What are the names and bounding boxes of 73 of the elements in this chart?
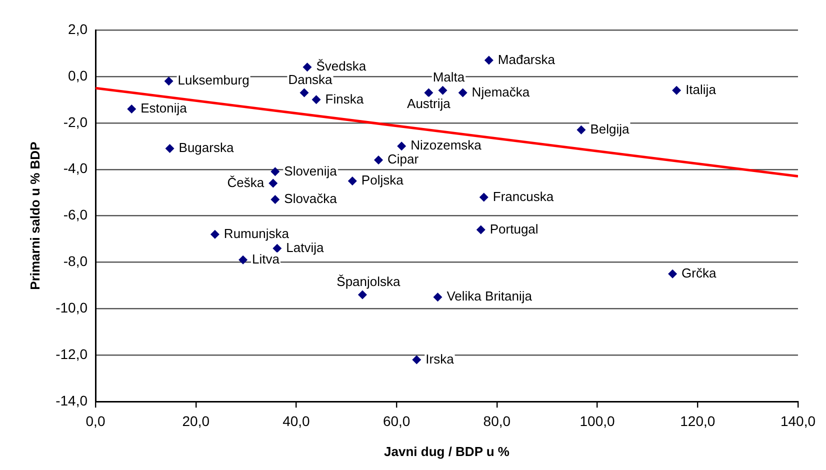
annotation: Litva — [252, 252, 280, 267]
annotation: Velika Britanija — [446, 288, 533, 304]
annotation: Portugal — [490, 221, 538, 236]
annotation: Cipar — [388, 152, 420, 167]
annotation: Bugarska — [178, 140, 234, 156]
point — [479, 192, 488, 202]
annotation: Rumunjska — [224, 226, 290, 241]
y-axis-title: Primarni saldo u % BDP — [27, 141, 42, 290]
point — [424, 88, 434, 98]
point — [165, 144, 174, 153]
x-tick-label: 100,0 — [580, 412, 616, 429]
point — [438, 86, 448, 95]
annotation: Luksemburg — [178, 72, 250, 88]
x-tick-label: 80,0 — [483, 412, 511, 429]
annotation: Slovačka — [284, 191, 338, 206]
annotation: Finska — [325, 91, 364, 106]
point — [210, 230, 220, 239]
point — [576, 125, 586, 134]
point — [268, 178, 278, 188]
annotation: Njemačka — [472, 84, 530, 100]
point — [348, 176, 357, 186]
y-tick-label: -14,0 — [56, 392, 88, 408]
annotation: Belgija — [590, 121, 630, 136]
annotation: Italija — [686, 82, 717, 97]
annotation: Grčka — [682, 265, 717, 280]
point — [668, 269, 678, 278]
point — [672, 86, 682, 95]
point — [374, 156, 384, 165]
annotation: Irska — [426, 351, 455, 366]
x-tick-label: 40,0 — [282, 412, 310, 429]
y-tick-label: 2,0 — [68, 20, 88, 37]
x-tick-label: 140,0 — [780, 412, 816, 429]
point — [127, 104, 136, 114]
y-tick-label: -2,0 — [63, 114, 88, 130]
y-tick-label: -8,0 — [63, 253, 88, 270]
point — [272, 244, 282, 253]
annotation: Estonija — [140, 100, 188, 116]
point — [302, 62, 312, 72]
point — [358, 290, 367, 300]
x-tick-label: 60,0 — [382, 412, 410, 429]
point — [433, 292, 442, 302]
annotation: Danska — [288, 72, 334, 87]
x-axis-title: Javni dug / BDP u % — [384, 444, 510, 459]
annotation: Malta — [432, 69, 466, 84]
point — [300, 88, 309, 98]
annotation: Latvija — [286, 240, 324, 255]
y-tick-label: -4,0 — [63, 160, 88, 176]
x-tick-label: 0,0 — [86, 412, 106, 429]
annotation: Mađarska — [498, 52, 556, 67]
point — [397, 142, 406, 151]
point — [476, 225, 486, 234]
point — [412, 355, 422, 364]
annotation: Francuska — [492, 188, 554, 204]
y-tick-label: -6,0 — [63, 206, 88, 223]
x-tick-label: 20,0 — [182, 412, 210, 429]
annotation: Švedska — [316, 58, 367, 74]
point — [164, 76, 174, 86]
y-tick-label: -12,0 — [56, 346, 88, 362]
y-tick-label: -10,0 — [56, 300, 88, 316]
x-tick-label: 120,0 — [680, 412, 716, 429]
point — [312, 95, 321, 104]
point — [270, 195, 280, 204]
point — [270, 167, 280, 176]
y-tick-label: 0,0 — [68, 67, 88, 84]
annotation: Španjolska — [336, 274, 402, 289]
annotation: Slovenija — [284, 163, 338, 178]
annotation: Poljska — [361, 172, 404, 188]
annotation: Austrija — [407, 96, 452, 111]
point — [238, 255, 248, 264]
point — [458, 88, 468, 98]
point — [484, 56, 494, 65]
annotation: Nizozemska — [410, 138, 482, 153]
annotation: Češka — [227, 174, 265, 190]
